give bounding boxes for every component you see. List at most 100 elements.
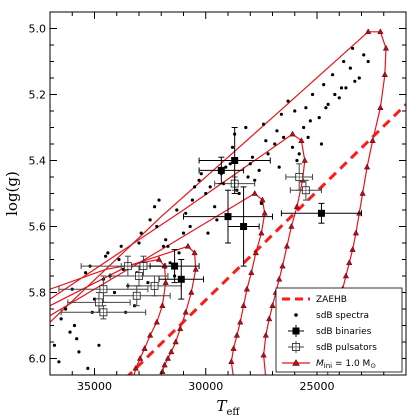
sdb-spectrum-point (230, 145, 235, 149)
sdb-spectrum-point (57, 360, 61, 364)
sdb-spectrum-point (319, 142, 324, 146)
sdb-spectrum-point (204, 191, 208, 196)
x-axis-title: Teff (216, 397, 240, 416)
track-marker (293, 203, 301, 209)
track-marker (177, 325, 184, 332)
y-tick-label: 5.8 (29, 287, 47, 300)
sdb-spectrum-point (199, 172, 203, 176)
sdb-spectrum-point (190, 198, 194, 202)
x-tick-label: 35000 (77, 380, 112, 393)
sdb-spectrum-point (215, 218, 219, 222)
sdb-spectrum-point (224, 165, 228, 169)
sdb-spectrum-point (181, 231, 186, 235)
sdb-spectrum-point (295, 158, 299, 163)
sdb-spectrum-point (77, 350, 81, 354)
sdb-spectrum-point (63, 307, 68, 311)
sdb-spectrum-point (275, 129, 279, 133)
track-marker (162, 279, 169, 285)
track-marker (251, 189, 258, 196)
sdb-spectrum-point (259, 201, 263, 205)
track-marker (289, 130, 296, 137)
sdb-spectrum-point (257, 168, 261, 172)
sdb-spectrum-point (293, 109, 297, 113)
track-marker (233, 331, 241, 338)
track-marker (352, 229, 360, 236)
legend-binaries-swatch (292, 327, 300, 335)
track-marker (301, 156, 308, 163)
sdb-spectrum-point (72, 323, 77, 328)
sdb-spectrum-point (337, 96, 341, 100)
track-marker (164, 354, 172, 361)
sdb-spectrum-point (353, 79, 357, 83)
sdb-spectrum-point (246, 175, 250, 179)
sdb-spectrum-point (193, 185, 197, 189)
sdb-spectrum-point (351, 46, 355, 50)
track-marker (237, 318, 244, 325)
x-tick-label: 25000 (300, 380, 335, 393)
axes: 35000 30000 25000 5.0 5.2 5.4 5.6 5.8 6.0 Teff log… (3, 11, 407, 416)
y-tick-label: 5.0 (29, 23, 47, 36)
sdb-spectrum-point (106, 251, 110, 255)
track-marker (172, 338, 179, 345)
sdb-spectrum-point (119, 244, 123, 248)
sdb-spectrum-point (166, 244, 170, 248)
sdb-spectrum-point (297, 152, 301, 156)
sdb-spectrum-point (75, 337, 79, 341)
y-tick-label: 5.6 (29, 221, 47, 234)
legend-models-swatch (292, 359, 300, 366)
y-tick-label: 5.4 (29, 155, 47, 168)
track-marker (288, 222, 295, 229)
sdb-spectrum-point (339, 86, 344, 90)
track-marker (248, 269, 255, 275)
track-marker (262, 331, 269, 338)
sdb-spectrum-point (155, 224, 159, 229)
sdb-spectrum-point (342, 59, 346, 64)
sdb-spectrum-point (213, 205, 217, 209)
y-tick-label: 6.0 (29, 353, 47, 366)
legend-spectra-swatch (294, 313, 298, 317)
sdb-spectrum-point (148, 218, 152, 222)
track-marker (230, 345, 237, 351)
track-marker (243, 285, 251, 292)
sdb-spectrum-point (208, 185, 212, 189)
track-marker (228, 358, 235, 365)
sdb-binary-marker (231, 157, 239, 164)
track-marker (188, 288, 195, 295)
sdb-spectrum-point (264, 139, 268, 143)
sdb-binary-marker (317, 209, 325, 217)
track-marker (298, 137, 305, 143)
sdb-spectrum-point (273, 142, 277, 146)
track-marker (377, 104, 384, 110)
sdb-spectrum-point (266, 152, 270, 156)
track-marker (168, 348, 175, 355)
track-marker (265, 374, 266, 375)
sdb-spectrum-point (326, 102, 330, 106)
track-marker (159, 302, 166, 308)
track-line (133, 259, 167, 375)
sdb-spectrum-point (139, 231, 143, 235)
track-marker (258, 229, 265, 236)
sdb-spectrum-point (184, 211, 188, 215)
track-marker (369, 137, 376, 143)
sdb-spectrum-point (157, 198, 161, 202)
sdb-spectrum-point (146, 281, 150, 285)
x-tick-label: 30000 (188, 380, 223, 393)
sdb-spectrum-point (206, 231, 210, 235)
sdb-spectrum-point (357, 76, 361, 80)
sdb-spectrum-point (244, 125, 248, 130)
track-marker (261, 209, 268, 216)
zaehb-line (126, 103, 406, 375)
sdb-binary-marker (217, 166, 225, 174)
sdb-binary-marker (177, 275, 185, 283)
track-marker (233, 374, 234, 375)
sdb-spectrum-point (175, 208, 179, 212)
track-marker (346, 259, 353, 266)
sdb-spectrum-point (277, 165, 281, 169)
legend-spectra-label: sdB spectra (316, 311, 369, 321)
sdb-spectrum-point (262, 122, 266, 126)
y-axis-title: log(g) (3, 171, 21, 216)
sdb-spectrum-point (306, 135, 310, 139)
sdb-spectrum-point (282, 135, 286, 139)
sdb-spectrum-point (52, 343, 57, 347)
track-marker (141, 345, 148, 351)
